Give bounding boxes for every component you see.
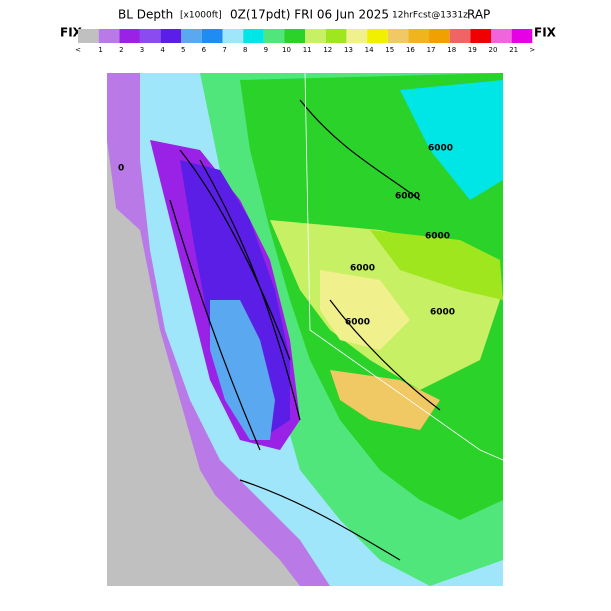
color-bar: <1 2 3 4 5 6 7 8 9 10 11 12 13 14 15 16 17 18 19 20 21 > [75,29,535,54]
fix-left: FIX [60,26,83,40]
legend-label: 3 [140,46,144,54]
contour-label: 6000 [395,192,420,202]
legend-label: < [75,46,81,54]
ocean [107,200,260,586]
units: [x1000ft] [180,11,222,21]
legend-label: 2 [119,46,123,54]
color-swatch [243,29,264,43]
contour-label: 0 [118,164,124,174]
color-swatch [160,29,182,43]
color-swatch [201,29,223,43]
fix-right: FIX [534,26,557,40]
contour-labels: 6000 6000 6000 6000 6000 6000 0 [118,144,455,328]
contour-label: 6000 [345,318,370,328]
map [107,72,504,586]
legend-label: 4 [160,46,165,54]
color-swatch [429,29,450,43]
valid-time: 0Z(17pdt) FRI 06 Jun 2025 [230,8,389,22]
legend-label: 9 [264,46,268,54]
state-border [304,72,504,461]
legend-label: 14 [365,46,374,54]
color-swatch [78,29,99,43]
contour-label: 6000 [430,308,455,318]
legend-label: 1 [98,46,102,54]
color-swatch [284,29,306,43]
forecast: 12hrFcst@1331z [392,11,468,21]
legend-label: 8 [243,46,247,54]
region [330,370,440,430]
legend-label: 12 [323,46,332,54]
color-swatch [408,29,430,43]
region [400,80,503,200]
color-swatch [119,29,140,43]
legend-label: > [529,46,535,54]
color-swatch [139,29,161,43]
region [370,230,503,300]
color-swatch [181,29,202,43]
legend-label: 18 [447,46,456,54]
color-swatch [346,29,368,43]
legend-label: 15 [385,46,394,54]
color-swatch [222,29,244,43]
contour-line [169,99,441,561]
color-swatch [387,29,409,43]
title: BL Depth [118,8,173,22]
color-swatch [325,29,347,43]
model: RAP [467,8,490,22]
legend-label: 13 [344,46,353,54]
color-swatch [98,29,120,43]
color-swatch [491,29,512,43]
contour-label: 6000 [350,264,375,274]
color-swatch [511,29,533,43]
color-swatch [470,29,491,43]
legend-label: 10 [282,46,291,54]
legend-label: 19 [468,46,477,54]
region [320,270,410,350]
contour-label: 6000 [425,232,450,242]
legend-label: 6 [202,46,207,54]
legend-label: 16 [406,46,415,54]
legend-label: 7 [222,46,226,54]
contour-label: 6000 [428,144,453,154]
region [210,300,275,440]
color-swatch [305,29,326,43]
color-swatch [449,29,471,43]
color-swatch [367,29,388,43]
legend-label: 20 [489,46,498,54]
legend-label: 11 [303,46,312,54]
legend-label: 5 [181,46,185,54]
legend-label: 21 [509,46,518,54]
color-swatch [263,29,285,43]
legend-label: 17 [427,46,436,54]
